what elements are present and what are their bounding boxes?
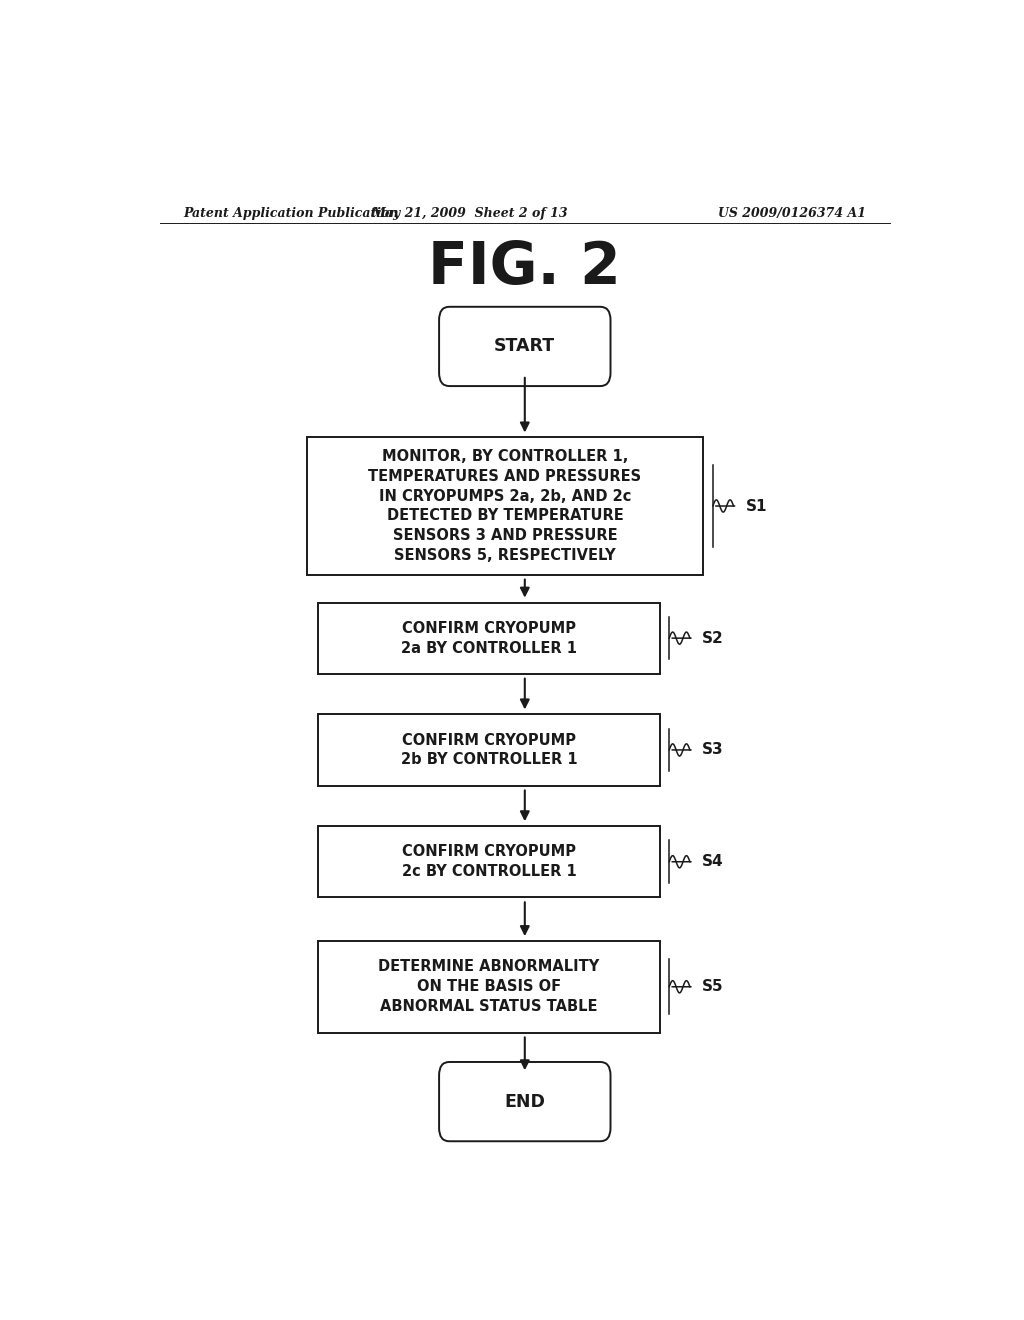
Text: Patent Application Publication: Patent Application Publication (183, 207, 399, 220)
Bar (318, 941, 659, 1032)
Bar (318, 714, 659, 785)
Text: S1: S1 (745, 499, 767, 513)
Text: CONFIRM CRYOPUMP
2b BY CONTROLLER 1: CONFIRM CRYOPUMP 2b BY CONTROLLER 1 (400, 733, 578, 767)
Text: US 2009/0126374 A1: US 2009/0126374 A1 (718, 207, 866, 220)
Bar (306, 437, 703, 574)
Text: S2: S2 (701, 631, 724, 645)
FancyBboxPatch shape (439, 306, 610, 385)
Bar (318, 602, 659, 673)
Bar (318, 826, 659, 898)
Text: START: START (495, 338, 555, 355)
FancyBboxPatch shape (439, 1063, 610, 1142)
Text: S4: S4 (701, 854, 723, 870)
Text: MONITOR, BY CONTROLLER 1,
TEMPERATURES AND PRESSURES
IN CRYOPUMPS 2a, 2b, AND 2c: MONITOR, BY CONTROLLER 1, TEMPERATURES A… (369, 449, 641, 564)
Text: CONFIRM CRYOPUMP
2a BY CONTROLLER 1: CONFIRM CRYOPUMP 2a BY CONTROLLER 1 (401, 620, 578, 656)
Text: FIG. 2: FIG. 2 (428, 239, 622, 296)
Text: CONFIRM CRYOPUMP
2c BY CONTROLLER 1: CONFIRM CRYOPUMP 2c BY CONTROLLER 1 (401, 845, 577, 879)
Text: DETERMINE ABNORMALITY
ON THE BASIS OF
ABNORMAL STATUS TABLE: DETERMINE ABNORMALITY ON THE BASIS OF AB… (379, 960, 600, 1014)
Text: S3: S3 (701, 742, 723, 758)
Text: May 21, 2009  Sheet 2 of 13: May 21, 2009 Sheet 2 of 13 (371, 207, 567, 220)
Text: END: END (505, 1093, 545, 1110)
Text: S5: S5 (701, 979, 723, 994)
